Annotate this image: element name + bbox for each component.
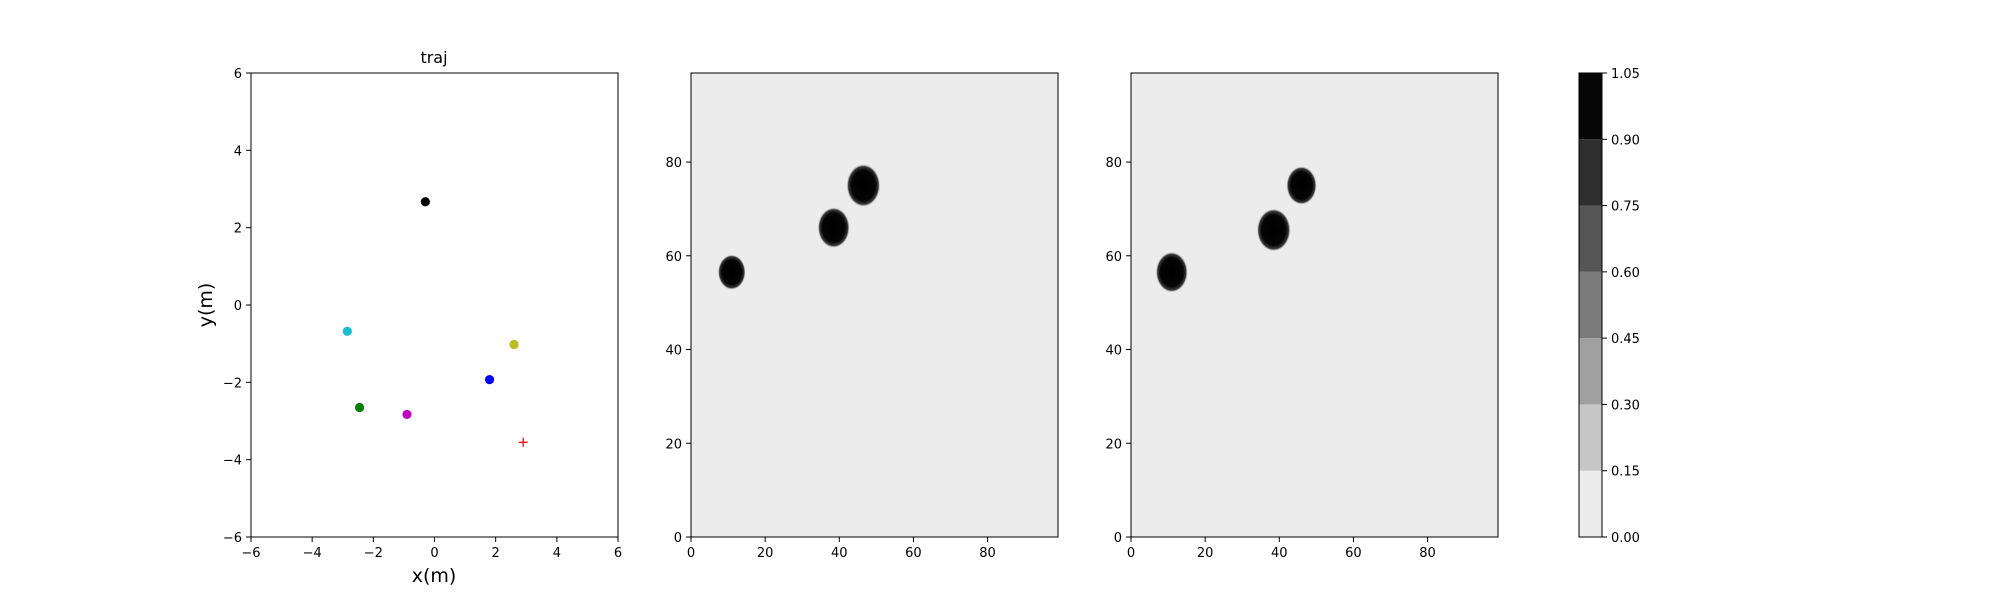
- heatmap-1-x-tick-label: 20: [757, 546, 774, 561]
- traj-y-tick-label: −4: [223, 454, 242, 469]
- traj-x-axis-label: x(m): [412, 565, 457, 587]
- traj-panel: traj −6 −4 −2 0 2 4 6 −6 −4 −2 0 2 4 6 x(m) y(m): [195, 48, 622, 587]
- heatmap-1-y-tick-label: 20: [665, 437, 682, 452]
- goal-marker: [518, 437, 528, 447]
- heatmap-2-background: [1131, 73, 1498, 537]
- heatmap-panel-2: 0 20 40 60 80 0 20 40 60 80: [1105, 72, 1499, 561]
- heatmap-2-x-tick-label: 80: [1419, 546, 1436, 561]
- traj-y-tick-label: −6: [223, 531, 242, 546]
- colorbar-segment-4: [1579, 205, 1602, 272]
- colorbar-tick-label: 0.15: [1611, 465, 1640, 480]
- heatmap-1-ticks: 0 20 40 60 80 0 20 40 60 80: [665, 156, 995, 561]
- agent-point-5: [402, 409, 412, 420]
- colorbar-segment-1: [1579, 404, 1602, 471]
- colorbar-tick-label: 0.90: [1611, 133, 1640, 148]
- heatmap-1-y-tick-label: 60: [665, 250, 682, 265]
- traj-x-tick-label: −4: [303, 546, 322, 561]
- traj-y-tick-label: 0: [234, 299, 242, 314]
- heatmap-2-y-tick-label: 20: [1105, 437, 1122, 452]
- colorbar-tick-label: 1.05: [1611, 67, 1640, 82]
- heatmap-1-x-tick-label: 0: [687, 546, 695, 561]
- traj-title: traj: [420, 48, 447, 67]
- heatmap-1-obstacle-blob-2: [846, 163, 881, 208]
- traj-x-tick-label: 6: [614, 546, 622, 561]
- heatmap-1-obstacle-blob-0: [717, 254, 746, 290]
- traj-x-tick-label: 4: [553, 546, 561, 561]
- heatmap-1-x-tick-label: 60: [905, 546, 922, 561]
- colorbar-segments: [1579, 73, 1602, 537]
- colorbar-tick-label: 0.75: [1611, 200, 1640, 215]
- colorbar-tick-label: 0.45: [1611, 332, 1640, 347]
- heatmap-1-frame: [690, 72, 1059, 538]
- colorbar-segment-0: [1579, 470, 1602, 537]
- heatmap-2-x-tick-label: 60: [1345, 546, 1362, 561]
- traj-y-axis-label: y(m): [195, 283, 217, 328]
- colorbar-segment-2: [1579, 338, 1602, 405]
- heatmap-2-x-tick-label: 0: [1127, 546, 1135, 561]
- agent-point-2: [509, 339, 519, 350]
- agent-point-0: [420, 197, 430, 207]
- heatmap-2-y-tick-label: 80: [1105, 156, 1122, 171]
- heatmap-2-y-tick-label: 60: [1105, 250, 1122, 265]
- traj-y-tick-label: 6: [234, 67, 242, 82]
- agent-point-3: [484, 375, 495, 385]
- traj-ticks: −6 −4 −2 0 2 4 6 −6 −4 −2 0 2 4 6: [223, 67, 622, 561]
- heatmap-2-obstacle-blob-2: [1286, 166, 1317, 205]
- traj-x-tick-label: −2: [364, 546, 383, 561]
- heatmap-2-frame: [1130, 72, 1499, 538]
- colorbar-frame: [1578, 72, 1603, 538]
- agent-point-4: [354, 402, 365, 413]
- heatmap-1-y-tick-label: 40: [665, 344, 682, 359]
- heatmap-2-blobs: [1155, 166, 1317, 293]
- heatmap-2-y-tick-label: 0: [1114, 531, 1122, 546]
- heatmap-1-background: [691, 73, 1058, 537]
- heatmap-2-obstacle-blob-1: [1256, 208, 1291, 252]
- colorbar: 0.00 0.15 0.30 0.45 0.60 0.75 0.90 1.05: [1578, 67, 1640, 546]
- colorbar-segment-5: [1579, 139, 1602, 206]
- heatmap-2-y-tick-label: 40: [1105, 344, 1122, 359]
- traj-y-tick-label: 2: [234, 222, 242, 237]
- traj-frame: [250, 72, 619, 538]
- heatmap-2-x-tick-label: 20: [1197, 546, 1214, 561]
- agent-point-1: [342, 326, 352, 336]
- traj-y-tick-label: −2: [223, 376, 242, 391]
- traj-x-tick-label: −6: [241, 546, 260, 561]
- heatmap-1-obstacle-blob-1: [817, 207, 850, 249]
- colorbar-segment-3: [1579, 271, 1602, 339]
- traj-points: [342, 197, 528, 447]
- colorbar-tick-label: 0.60: [1611, 266, 1640, 281]
- heatmap-2-x-tick-label: 40: [1271, 546, 1288, 561]
- heatmap-2-obstacle-blob-0: [1155, 251, 1188, 293]
- heatmap-1-x-tick-label: 80: [979, 546, 996, 561]
- colorbar-segment-6: [1579, 73, 1602, 140]
- traj-y-tick-label: 4: [234, 144, 242, 159]
- heatmap-1-y-tick-label: 80: [665, 156, 682, 171]
- heatmap-panel-1: 0 20 40 60 80 0 20 40 60 80: [665, 72, 1059, 561]
- traj-plot-area: [251, 73, 618, 537]
- heatmap-1-blobs: [717, 163, 881, 290]
- traj-x-tick-label: 2: [492, 546, 500, 561]
- heatmap-2-ticks: 0 20 40 60 80 0 20 40 60 80: [1105, 156, 1435, 561]
- traj-x-tick-label: 0: [430, 546, 438, 561]
- colorbar-tick-label: 0.30: [1611, 398, 1640, 413]
- heatmap-1-x-tick-label: 40: [831, 546, 848, 561]
- colorbar-ticks: 0.00 0.15 0.30 0.45 0.60 0.75 0.90 1.05: [1602, 67, 1640, 546]
- colorbar-tick-label: 0.00: [1611, 531, 1640, 546]
- heatmap-1-y-tick-label: 0: [674, 531, 682, 546]
